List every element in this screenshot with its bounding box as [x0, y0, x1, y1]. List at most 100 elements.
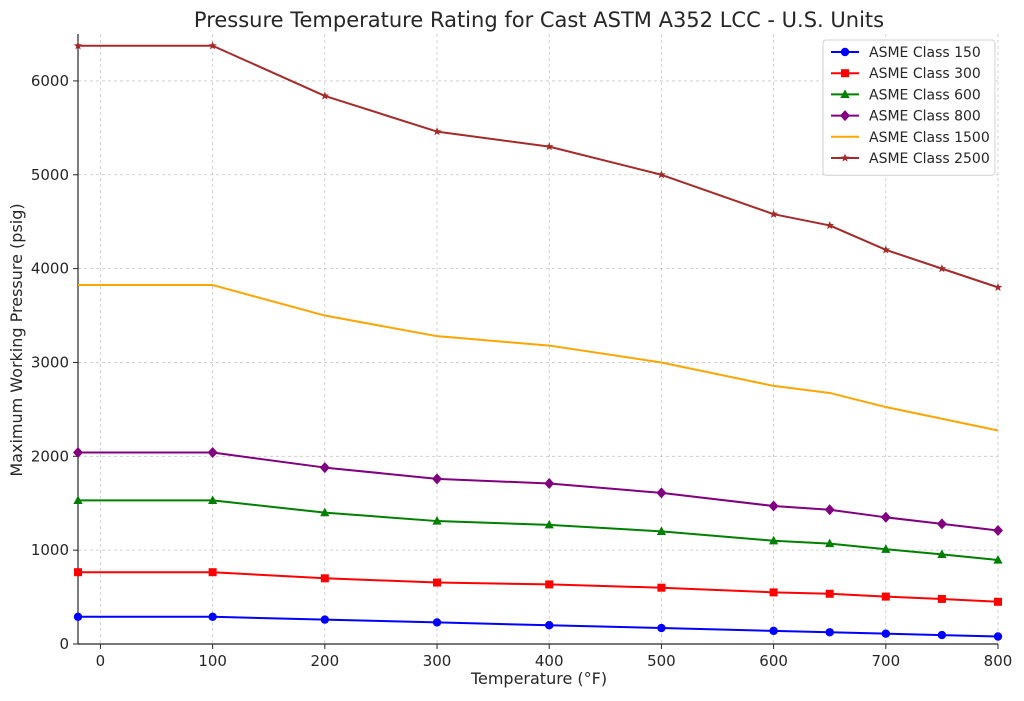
series-line: [78, 499, 999, 562]
legend-item: ASME Class 1500: [831, 130, 990, 146]
series-asme-class-600: [73, 495, 1003, 564]
data-point: [657, 583, 666, 592]
data-point: [880, 511, 891, 523]
series-asme-class-150: [73, 612, 1003, 641]
series-asme-class-1500: [78, 284, 999, 432]
y-tick-label: 0: [59, 635, 69, 653]
x-tick-label: 200: [311, 652, 340, 670]
legend-swatch-marker: [840, 153, 850, 162]
data-point: [937, 549, 947, 558]
data-point: [824, 504, 835, 516]
y-tick-label: 2000: [31, 447, 69, 465]
y-tick-label: 4000: [31, 260, 69, 278]
data-point: [993, 555, 1003, 564]
data-point: [545, 621, 554, 630]
legend-label: ASME Class 800: [869, 109, 981, 125]
data-point: [937, 630, 947, 640]
data-point: [936, 518, 947, 530]
data-point: [825, 589, 834, 598]
data-point: [74, 568, 82, 577]
data-point: [207, 447, 218, 459]
x-tick-label: 0: [96, 652, 106, 670]
x-tick-label: 700: [871, 652, 900, 670]
data-point: [544, 478, 555, 490]
data-point: [993, 282, 1003, 292]
data-point: [881, 544, 891, 553]
data-point: [769, 626, 778, 636]
legend-swatch-marker: [840, 47, 850, 57]
legend-item: ASME Class 600: [831, 87, 981, 103]
series-layer: [73, 41, 1003, 641]
x-tick-label: 600: [759, 652, 788, 670]
data-point: [993, 524, 1003, 536]
y-tick-label: 5000: [31, 166, 69, 184]
data-point: [994, 597, 1002, 606]
data-point: [433, 578, 442, 587]
series-asme-class-2500: [73, 41, 1003, 292]
data-point: [937, 264, 947, 273]
data-point: [769, 588, 778, 597]
data-point: [825, 628, 834, 637]
x-tick-label: 500: [647, 652, 676, 670]
legend-label: ASME Class 600: [869, 87, 981, 103]
data-point: [432, 618, 442, 627]
data-point: [432, 127, 442, 136]
data-point: [208, 495, 218, 505]
data-point: [768, 500, 779, 512]
legend-swatch-marker: [841, 69, 849, 78]
legend: ASME Class 150 ASME Class 300 ASME Class 6…: [822, 39, 996, 176]
data-point: [544, 142, 554, 151]
x-axis-label: Temperature (°F): [470, 669, 607, 688]
data-point: [825, 220, 834, 230]
data-point: [656, 487, 667, 499]
series-asme-class-800: [73, 447, 1003, 536]
legend-swatch-marker: [840, 110, 850, 122]
x-tick-label: 300: [423, 652, 452, 670]
data-point: [825, 538, 835, 548]
x-tick-label: 100: [198, 652, 227, 670]
legend-label: ASME Class 300: [869, 66, 981, 82]
series-asme-class-300: [74, 568, 1002, 606]
data-point: [320, 574, 329, 583]
legend-label: ASME Class 2500: [869, 151, 990, 167]
series-line: [78, 284, 999, 432]
legend-item: ASME Class 300: [831, 66, 981, 82]
data-point: [544, 519, 554, 529]
data-point: [73, 612, 83, 621]
y-axis-label: Maximum Working Pressure (psig): [7, 203, 26, 476]
legend-item: ASME Class 2500: [831, 151, 990, 167]
data-point: [320, 507, 330, 517]
data-point: [208, 568, 217, 577]
data-point: [319, 462, 330, 474]
data-point: [881, 629, 891, 638]
legend-item: ASME Class 150: [831, 45, 981, 61]
data-point: [881, 592, 890, 601]
y-tick-label: 6000: [31, 72, 69, 90]
data-point: [656, 526, 667, 535]
data-point: [993, 632, 1003, 641]
chart-title: Pressure Temperature Rating for Cast AST…: [194, 8, 884, 32]
series-line: [78, 571, 999, 603]
y-tick-label: 3000: [31, 353, 69, 371]
data-point: [320, 91, 330, 100]
legend-label: ASME Class 1500: [869, 130, 990, 146]
data-point: [208, 41, 217, 50]
y-tick-label: 1000: [31, 541, 69, 559]
data-point: [769, 535, 779, 545]
axes-layer: 0 100 200 300 400 500 600 700 800 0 1000 2000 3000 40…: [31, 34, 1012, 670]
series-line: [78, 451, 999, 532]
data-point: [73, 41, 83, 50]
legend-swatch-marker: [840, 89, 850, 98]
data-point: [657, 170, 666, 179]
legend-frame: [822, 39, 996, 176]
legend-item: ASME Class 800: [831, 109, 981, 125]
data-point: [73, 447, 83, 459]
data-point: [432, 473, 443, 485]
data-point: [881, 245, 891, 254]
legend-label: ASME Class 150: [869, 45, 981, 61]
data-point: [432, 516, 442, 525]
data-point: [545, 580, 554, 589]
series-line: [78, 615, 999, 638]
